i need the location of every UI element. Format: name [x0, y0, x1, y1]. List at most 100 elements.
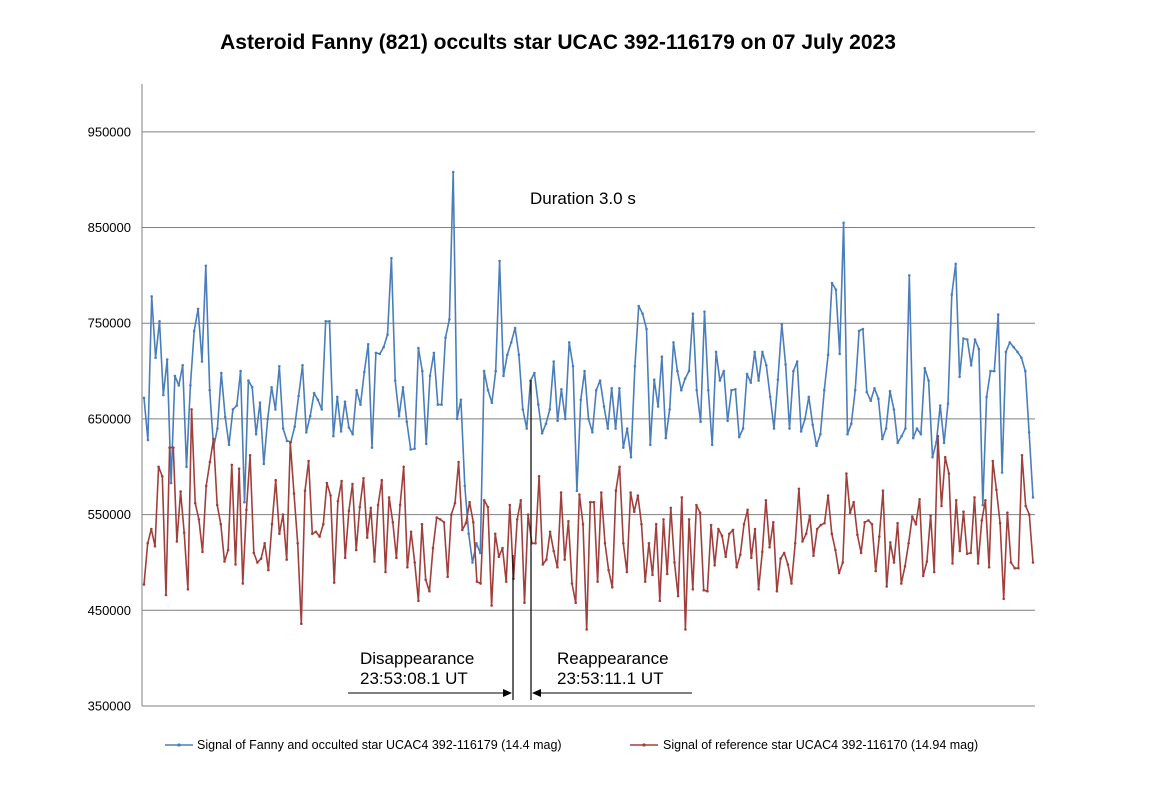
- data-point: [842, 221, 845, 225]
- data-point: [811, 423, 814, 427]
- reappearance-label: Reappearance: [557, 649, 669, 668]
- data-point: [154, 356, 157, 360]
- data-point: [695, 388, 698, 392]
- data-point: [600, 491, 603, 494]
- data-point: [938, 404, 942, 407]
- data-point: [181, 364, 184, 367]
- data-point: [406, 565, 409, 569]
- data-point: [212, 437, 215, 441]
- data-point: [564, 417, 567, 421]
- data-point: [220, 371, 223, 375]
- data-point: [980, 519, 984, 522]
- data-point: [328, 320, 331, 323]
- data-point: [556, 419, 559, 423]
- data-point: [570, 582, 574, 585]
- data-point: [1004, 350, 1008, 354]
- data-point: [307, 459, 310, 463]
- duration-annotation: Duration 3.0 s: [530, 189, 636, 208]
- data-point: [493, 532, 497, 536]
- legend-marker-occulted: [177, 743, 181, 747]
- data-point: [625, 427, 629, 430]
- data-point: [589, 500, 592, 504]
- data-point: [332, 434, 335, 438]
- data-point: [451, 170, 455, 174]
- data-point: [486, 388, 490, 392]
- data-point: [757, 588, 760, 591]
- data-point: [177, 384, 181, 387]
- data-point: [709, 523, 713, 527]
- data-point: [969, 364, 973, 367]
- data-point: [973, 496, 976, 499]
- data-point: [479, 582, 482, 585]
- data-point: [490, 604, 493, 607]
- data-point: [369, 506, 373, 510]
- data-point: [393, 379, 397, 382]
- data-point: [662, 518, 665, 521]
- disappearance-arrowhead: [503, 689, 512, 697]
- data-point: [622, 542, 625, 545]
- data-point: [324, 320, 328, 323]
- data-point: [594, 388, 598, 392]
- data-point: [795, 360, 799, 363]
- data-point: [900, 582, 903, 585]
- data-point: [874, 569, 877, 573]
- data-point: [680, 496, 684, 499]
- data-point: [830, 532, 834, 536]
- data-point: [397, 414, 401, 418]
- data-point: [413, 561, 417, 564]
- data-point: [1020, 454, 1024, 457]
- data-point: [668, 408, 671, 411]
- data-point: [464, 521, 468, 525]
- data-point: [596, 580, 599, 583]
- data-point: [846, 432, 849, 436]
- gridlines: [142, 131, 1035, 707]
- data-point: [208, 388, 211, 392]
- data-point: [932, 570, 936, 574]
- data-point: [819, 432, 822, 436]
- data-point: [881, 437, 884, 441]
- data-point: [386, 333, 389, 337]
- data-point: [185, 465, 188, 469]
- data-point: [351, 432, 355, 436]
- data-point: [867, 519, 870, 522]
- data-point: [537, 475, 541, 478]
- data-point: [592, 500, 596, 504]
- data-point: [413, 447, 416, 450]
- data-point: [927, 379, 930, 382]
- data-point: [308, 414, 312, 418]
- data-point: [204, 264, 208, 268]
- legend-label-reference: Signal of reference star UCAC4 392-11617…: [663, 738, 978, 752]
- data-point: [687, 369, 691, 373]
- data-point: [896, 441, 899, 445]
- data-point: [424, 578, 428, 581]
- data-point: [987, 565, 991, 569]
- data-point: [583, 369, 586, 373]
- data-point: [172, 446, 175, 449]
- data-point: [467, 532, 471, 536]
- data-point: [239, 369, 242, 373]
- data-point: [660, 355, 664, 359]
- data-point: [954, 262, 957, 266]
- data-point: [834, 548, 837, 552]
- data-point: [904, 427, 907, 430]
- data-point: [739, 553, 742, 557]
- data-point: [745, 372, 749, 376]
- data-point: [834, 288, 838, 292]
- data-point: [428, 589, 431, 593]
- data-point: [780, 322, 784, 326]
- data-point: [435, 516, 439, 519]
- data-point: [618, 465, 621, 469]
- data-point: [201, 550, 204, 554]
- data-point: [764, 499, 768, 502]
- data-point: [1006, 511, 1009, 514]
- data-point: [676, 369, 679, 373]
- data-point: [581, 522, 585, 526]
- data-point: [446, 575, 450, 579]
- data-point: [853, 388, 857, 392]
- data-point: [266, 417, 270, 421]
- data-point: [256, 561, 259, 564]
- data-point: [772, 521, 775, 524]
- series-0: [142, 170, 1035, 564]
- data-point: [713, 564, 716, 567]
- data-point: [878, 535, 881, 538]
